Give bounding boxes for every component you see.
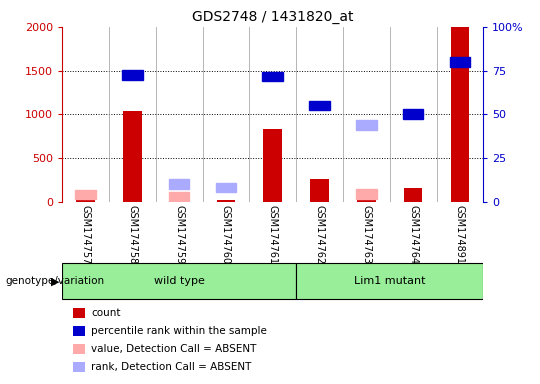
Bar — [75, 190, 96, 199]
Bar — [450, 27, 469, 202]
Text: GSM174891: GSM174891 — [455, 205, 465, 263]
Bar — [122, 70, 143, 80]
Bar — [217, 200, 235, 202]
Text: percentile rank within the sample: percentile rank within the sample — [91, 326, 267, 336]
Bar — [403, 109, 423, 119]
Text: GSM174762: GSM174762 — [314, 205, 325, 264]
Bar — [262, 72, 283, 81]
Text: count: count — [91, 308, 121, 318]
Bar — [264, 129, 282, 202]
Text: genotype/variation: genotype/variation — [5, 276, 105, 286]
Bar — [296, 263, 483, 300]
Bar — [170, 199, 188, 202]
Text: GSM174764: GSM174764 — [408, 205, 418, 264]
Bar — [357, 200, 376, 202]
Bar — [123, 111, 141, 202]
Bar — [76, 197, 95, 202]
Bar — [356, 120, 376, 129]
Text: GSM174761: GSM174761 — [268, 205, 278, 264]
Bar — [450, 57, 470, 67]
Bar — [215, 183, 236, 192]
Text: wild type: wild type — [154, 276, 205, 286]
Bar — [62, 263, 296, 300]
Text: value, Detection Call = ABSENT: value, Detection Call = ABSENT — [91, 344, 256, 354]
Text: GSM174763: GSM174763 — [361, 205, 372, 264]
Bar — [404, 189, 422, 202]
Text: rank, Detection Call = ABSENT: rank, Detection Call = ABSENT — [91, 362, 252, 372]
Text: GSM174760: GSM174760 — [221, 205, 231, 264]
Text: GSM174757: GSM174757 — [80, 205, 91, 264]
Title: GDS2748 / 1431820_at: GDS2748 / 1431820_at — [192, 10, 354, 25]
Text: GSM174758: GSM174758 — [127, 205, 137, 264]
Text: GSM174759: GSM174759 — [174, 205, 184, 264]
Bar — [310, 179, 329, 202]
Text: Lim1 mutant: Lim1 mutant — [354, 276, 426, 286]
Bar — [169, 192, 190, 202]
Bar — [309, 101, 330, 110]
Bar — [356, 189, 376, 199]
Bar — [169, 179, 190, 189]
Text: ▶: ▶ — [51, 276, 59, 286]
